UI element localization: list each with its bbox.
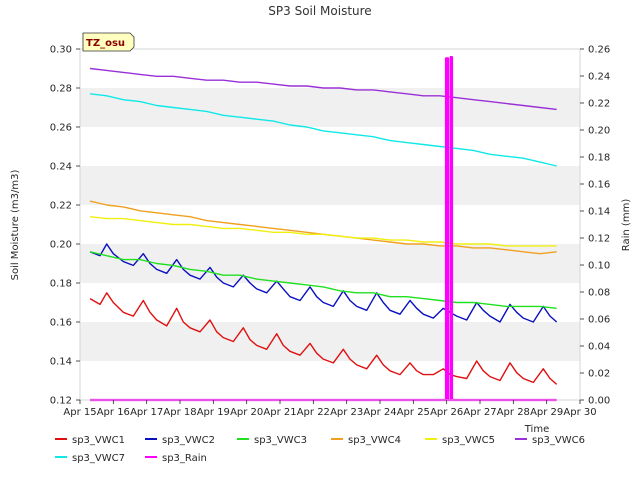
y-axis-left: 0.12 0.14 0.16 0.18 0.20 0.22 0.24 0.26 0.28 0.30 [50, 45, 80, 407]
x-tick-label: Apr 30 [563, 407, 596, 418]
y-tick-label: 0.22 [50, 201, 72, 212]
x-tick-label: Apr 17 [130, 407, 163, 418]
y2-tick-label: 0.06 [588, 315, 610, 326]
y2-tick-label: 0.08 [588, 288, 610, 299]
x-tick-label: Apr 16 [97, 407, 130, 418]
y2-tick-label: 0.04 [588, 342, 610, 353]
site-badge: TZ_osu [82, 32, 135, 52]
legend-label: sp3_VWC4 [348, 435, 401, 446]
legend-label: sp3_VWC6 [532, 435, 585, 446]
y2-axis-label: Rain (mm) [621, 199, 632, 252]
legend-item-sp3_VWC2: sp3_VWC2 [145, 435, 215, 446]
y-tick-label: 0.26 [50, 123, 72, 134]
x-tick-label: Apr 29 [530, 407, 563, 418]
y-axis-label: Soil Moisture (m3/m3) [10, 170, 21, 281]
y2-tick-label: 0.12 [588, 234, 610, 245]
legend-item-sp3_VWC3: sp3_VWC3 [237, 435, 307, 446]
x-tick-label: Apr 23 [330, 407, 363, 418]
x-tick-label: Apr 22 [297, 407, 330, 418]
y-tick-label: 0.30 [50, 45, 72, 56]
y2-tick-label: 0.16 [588, 180, 610, 191]
y2-tick-label: 0.22 [588, 99, 610, 110]
legend-item-sp3_Rain: sp3_Rain [145, 453, 207, 464]
chart-title: SP3 Soil Moisture [268, 4, 371, 18]
x-tick-label: Apr 27 [463, 407, 496, 418]
series-sp3_VWC2 [89, 243, 558, 323]
x-tick-label: Apr 21 [263, 407, 296, 418]
series-sp3_VWC7 [89, 93, 557, 167]
x-tick-label: Apr 20 [230, 407, 263, 418]
legend-item-sp3_VWC4: sp3_VWC4 [331, 435, 401, 446]
legend-item-sp3_VWC1: sp3_VWC1 [55, 435, 125, 446]
y2-tick-label: 0.10 [588, 261, 610, 272]
legend: sp3_VWC1 sp3_VWC2 sp3_VWC3 sp3_VWC4 sp3_VWC5… [55, 435, 585, 464]
x-tick-label: Apr 26 [430, 407, 463, 418]
series-sp3_VWC6 [89, 67, 557, 111]
y2-tick-label: 0.14 [588, 207, 610, 218]
y2-tick-label: 0.24 [588, 72, 610, 83]
x-tick-label: Apr 19 [197, 407, 230, 418]
grid-bands [80, 49, 580, 400]
x-tick-label: Apr 28 [497, 407, 530, 418]
y-axis-right: 0.00 0.02 0.04 0.06 0.08 0.10 0.12 0.14 0.16 0.18… [580, 45, 610, 407]
y2-tick-label: 0.26 [588, 45, 610, 56]
y-tick-label: 0.24 [50, 162, 72, 173]
x-tick-label: Apr 24 [363, 407, 396, 418]
legend-item-sp3_VWC7: sp3_VWC7 [55, 453, 125, 464]
grid-band [80, 244, 580, 283]
legend-item-sp3_VWC6: sp3_VWC6 [515, 435, 585, 446]
y-tick-label: 0.18 [50, 279, 72, 290]
x-tick-label: Apr 18 [163, 407, 196, 418]
legend-label: sp3_VWC1 [72, 435, 125, 446]
y-tick-label: 0.28 [50, 84, 72, 95]
y-tick-label: 0.16 [50, 318, 72, 329]
x-tick-label: Apr 25 [397, 407, 430, 418]
y2-tick-label: 0.20 [588, 126, 610, 137]
x-tick-label: Apr 15 [63, 407, 96, 418]
series-sp3_VWC3 [89, 251, 557, 309]
legend-label: sp3_VWC7 [72, 453, 125, 464]
site-badge-label: TZ_osu [86, 38, 125, 49]
series-sp3_VWC1 [89, 292, 558, 385]
x-axis-label: Time [524, 424, 549, 435]
y2-tick-label: 0.18 [588, 153, 610, 164]
grid-band [80, 322, 580, 361]
series-sp3_VWC5 [89, 216, 557, 247]
legend-label: sp3_VWC2 [162, 435, 215, 446]
y2-tick-label: 0.02 [588, 369, 610, 380]
plot-frame [79, 48, 581, 401]
y2-tick-label: 0.00 [588, 396, 610, 407]
grid-band [80, 88, 580, 127]
legend-label: sp3_VWC3 [254, 435, 307, 446]
legend-item-sp3_VWC5: sp3_VWC5 [425, 435, 495, 446]
y-tick-label: 0.14 [50, 357, 72, 368]
y-tick-label: 0.20 [50, 240, 72, 251]
legend-label: sp3_Rain [162, 453, 207, 464]
legend-label: sp3_VWC5 [442, 435, 495, 446]
x-axis: Apr 15 Apr 16 Apr 17 Apr 18 Apr 19 Apr 20 Apr … [63, 400, 597, 418]
y-tick-label: 0.12 [50, 396, 72, 407]
grid-band [80, 166, 580, 205]
